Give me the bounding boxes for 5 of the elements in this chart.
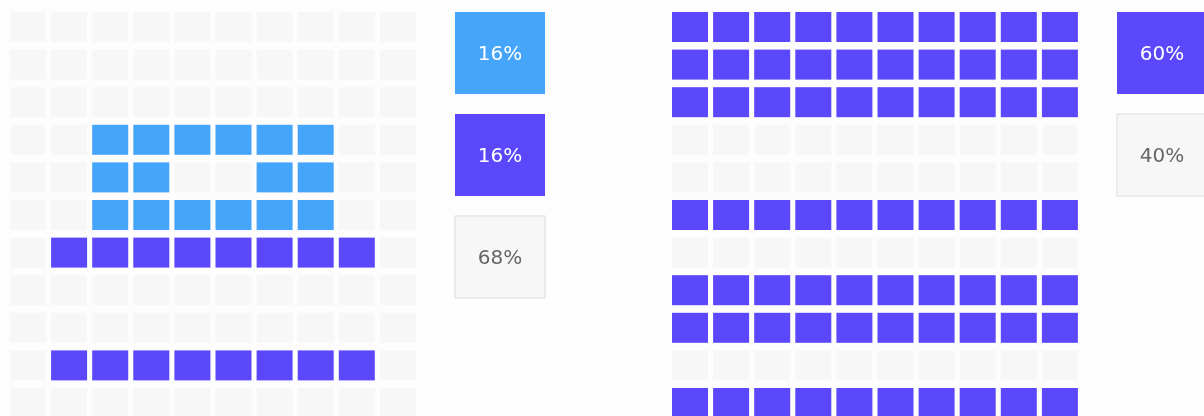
data-label: 68%: [477, 245, 523, 269]
data-label: 16%: [477, 143, 523, 167]
data-label: 40%: [1139, 143, 1185, 167]
data-label: 16%: [477, 41, 523, 65]
data-label: 60%: [1139, 41, 1185, 65]
